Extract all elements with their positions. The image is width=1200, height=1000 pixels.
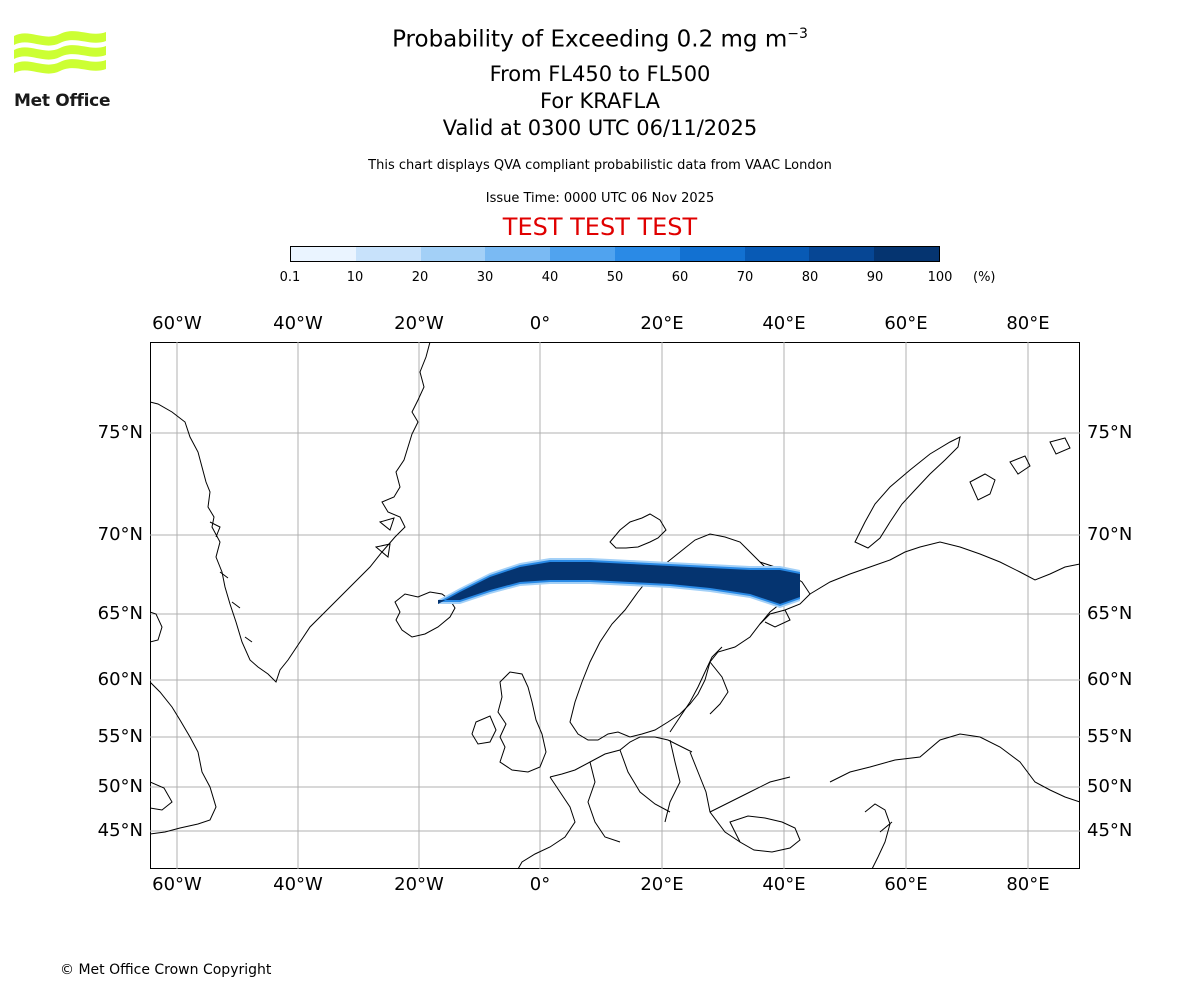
- bottom-longitude-label: 40°E: [762, 874, 806, 895]
- bottom-longitude-label: 60°W: [152, 874, 202, 895]
- colorbar-swatch: [550, 247, 615, 261]
- left-latitude-label: 50°N: [97, 776, 143, 797]
- colorbar-swatch: [420, 247, 486, 261]
- colorbar-swatch: [809, 247, 875, 261]
- top-longitude-label: 20°E: [640, 313, 684, 334]
- right-latitude-label: 75°N: [1087, 422, 1133, 443]
- left-latitude-label: 65°N: [97, 603, 143, 624]
- top-longitude-label: 60°E: [884, 313, 928, 334]
- right-latitude-label: 60°N: [1087, 669, 1133, 690]
- bottom-longitude-label: 20°W: [394, 874, 444, 895]
- right-latitude-label: 50°N: [1087, 776, 1133, 797]
- bottom-longitude-label: 60°E: [884, 874, 928, 895]
- colorbar-tick-label: 70: [736, 270, 754, 285]
- top-longitude-label: 60°W: [152, 313, 202, 334]
- map: [150, 342, 1080, 869]
- ash-plume: [438, 558, 800, 608]
- left-latitude-label: 55°N: [97, 726, 143, 747]
- colorbar-unit: (%): [973, 270, 996, 285]
- test-banner: TEST TEST TEST: [502, 213, 698, 241]
- map-frame: [150, 342, 1080, 869]
- probability-colorbar: [290, 246, 940, 262]
- disclaimer: This chart displays QVA compliant probab…: [368, 158, 832, 173]
- colorbar-tick-label: 10: [346, 270, 364, 285]
- colorbar-tick-label: 30: [476, 270, 494, 285]
- top-longitude-label: 0°: [529, 313, 551, 334]
- bottom-longitude-label: 40°W: [273, 874, 323, 895]
- issue-time: Issue Time: 0000 UTC 06 Nov 2025: [485, 191, 715, 206]
- met-office-logo-text: Met Office: [14, 91, 111, 111]
- valid-time: Valid at 0300 UTC 06/11/2025: [442, 116, 758, 140]
- left-latitude-label: 70°N: [97, 524, 143, 545]
- left-latitude-label: 60°N: [97, 669, 143, 690]
- left-latitude-label: 45°N: [97, 820, 143, 841]
- top-longitude-label: 40°W: [273, 313, 323, 334]
- volcano-name: For KRAFLA: [540, 89, 660, 113]
- graticule: [150, 342, 1080, 869]
- top-longitude-label: 40°E: [762, 313, 806, 334]
- colorbar-swatch: [291, 247, 356, 261]
- right-latitude-label: 45°N: [1087, 820, 1133, 841]
- colorbar-tick-label: 0.1: [279, 270, 301, 285]
- bottom-longitude-label: 20°E: [640, 874, 684, 895]
- copyright: © Met Office Crown Copyright: [60, 962, 272, 978]
- colorbar-tick-label: 80: [801, 270, 819, 285]
- left-latitude-label: 75°N: [97, 422, 143, 443]
- chart-title: Probability of Exceeding 0.2 mg m−3: [392, 26, 808, 53]
- colorbar-tick-label: 60: [671, 270, 689, 285]
- colorbar-swatch: [355, 247, 421, 261]
- colorbar-swatch: [679, 247, 745, 261]
- right-latitude-label: 65°N: [1087, 603, 1133, 624]
- colorbar-swatch: [744, 247, 810, 261]
- colorbar-swatch: [614, 247, 680, 261]
- right-latitude-label: 55°N: [1087, 726, 1133, 747]
- colorbar-tick-label: 100: [927, 270, 953, 285]
- bottom-longitude-label: 0°: [529, 874, 551, 895]
- met-office-logo-icon: [14, 31, 106, 74]
- colorbar-tick-label: 50: [606, 270, 624, 285]
- colorbar-swatch: [485, 247, 551, 261]
- right-latitude-label: 70°N: [1087, 524, 1133, 545]
- top-longitude-label: 80°E: [1006, 313, 1050, 334]
- colorbar-tick-label: 20: [411, 270, 429, 285]
- plume-core-band: [438, 562, 800, 604]
- top-longitude-label: 20°W: [394, 313, 444, 334]
- flight-level-range: From FL450 to FL500: [489, 62, 711, 86]
- bottom-longitude-label: 80°E: [1006, 874, 1050, 895]
- colorbar-tick-label: 90: [866, 270, 884, 285]
- colorbar-tick-label: 40: [541, 270, 559, 285]
- colorbar-swatch: [874, 247, 939, 261]
